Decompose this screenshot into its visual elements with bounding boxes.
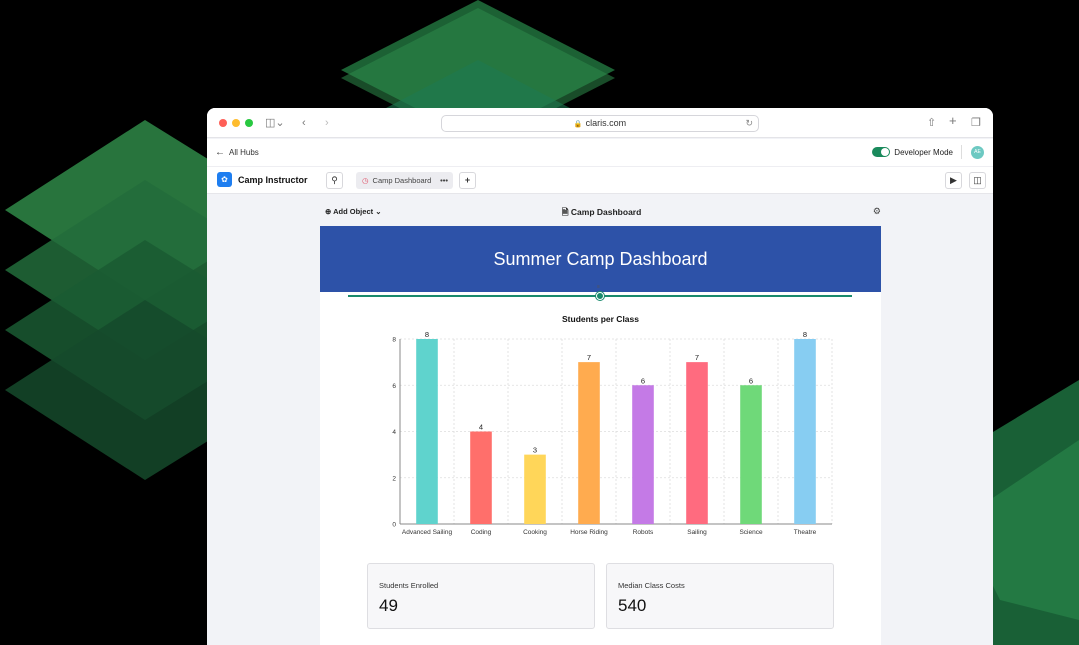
students-enrolled-card: Students Enrolled 49 <box>367 563 595 629</box>
add-tab-button[interactable]: + <box>459 172 476 189</box>
document-icon: 🗎 <box>561 207 569 217</box>
dashboard-page: Summer Camp Dashboard ≡ Students per Cla… <box>320 226 881 645</box>
gear-icon[interactable]: ⚙ <box>872 206 881 216</box>
developer-mode-label: Developer Mode <box>894 147 953 157</box>
chevron-down-icon: ⌄ <box>375 207 382 216</box>
search-button[interactable]: ⚲ <box>326 172 343 189</box>
close-window-button[interactable] <box>219 119 227 127</box>
add-object-label: Add Object <box>333 207 374 216</box>
avatar[interactable]: AE <box>971 146 984 159</box>
sidebar-panel-icon: ◫ <box>973 175 982 185</box>
bar <box>794 339 816 524</box>
data-label: 7 <box>587 353 591 362</box>
resize-handle[interactable] <box>596 292 604 300</box>
address-bar[interactable]: 🔒 claris.com ↻ <box>441 115 759 132</box>
forward-nav-icon[interactable]: › <box>325 117 329 129</box>
divider <box>961 145 962 159</box>
layout-toolbar: ⊕ Add Object ⌄ 🗎 Camp Dashboard ⚙ <box>320 206 883 221</box>
x-tick-label: Advanced Sailing <box>402 529 453 536</box>
bar <box>578 362 600 524</box>
minimize-window-button[interactable] <box>232 119 240 127</box>
hub-bar: ← All Hubs Developer Mode AE <box>207 139 993 167</box>
app-name: Camp Instructor <box>238 175 308 185</box>
new-tab-icon[interactable]: + <box>949 113 957 128</box>
x-tick-label: Horse Riding <box>570 529 608 536</box>
data-label: 6 <box>641 376 645 385</box>
bar <box>740 385 762 524</box>
browser-window: ◫⌄ ‹ › 🔒 claris.com ↻ ⇧ + ❐ ← All Hubs Dev… <box>207 108 993 645</box>
bar <box>470 431 492 524</box>
x-tick-label: Theatre <box>794 529 817 536</box>
y-tick-label: 4 <box>392 429 396 436</box>
bar <box>524 454 546 524</box>
y-tick-label: 2 <box>392 475 396 482</box>
search-icon: ⚲ <box>331 175 338 185</box>
card-label: Students Enrolled <box>379 581 439 590</box>
toggle-switch[interactable] <box>872 147 891 157</box>
tab-camp-dashboard[interactable]: ◷ Camp Dashboard ••• <box>356 172 453 189</box>
x-tick-label: Sailing <box>687 529 707 536</box>
data-label: 6 <box>749 376 753 385</box>
card-label: Median Class Costs <box>618 581 685 590</box>
bar <box>416 339 438 524</box>
card-value: 540 <box>618 596 647 615</box>
app-logo-icon: ✿ <box>217 172 232 187</box>
lock-icon: 🔒 <box>573 121 583 128</box>
developer-mode-toggle[interactable]: Developer Mode <box>872 147 953 157</box>
data-label: 7 <box>695 353 699 362</box>
handle-icon: ≡ <box>597 284 600 290</box>
x-tick-label: Coding <box>471 529 492 536</box>
url-text: claris.com <box>585 118 627 128</box>
plus-circle-icon: ⊕ <box>325 207 332 216</box>
data-label: 8 <box>803 330 807 339</box>
share-icon[interactable]: ⇧ <box>927 117 937 129</box>
tab-overview-icon[interactable]: ❐ <box>971 117 981 129</box>
bar <box>632 385 654 524</box>
x-tick-label: Cooking <box>523 529 547 536</box>
card-value: 49 <box>379 596 398 615</box>
add-object-button[interactable]: ⊕ Add Object ⌄ <box>325 207 382 216</box>
chart-title: Students per Class <box>562 314 639 324</box>
data-label: 3 <box>533 446 537 455</box>
window-controls <box>219 119 253 127</box>
preview-button[interactable]: ▶ <box>945 172 962 189</box>
back-nav-icon[interactable]: ‹ <box>302 117 306 129</box>
tab-more-button[interactable]: ••• <box>440 176 448 185</box>
sidebar-toggle-icon[interactable]: ◫⌄ <box>265 117 285 129</box>
clock-icon: ◷ <box>362 176 369 185</box>
panel-toggle-button[interactable]: ◫ <box>969 172 986 189</box>
page-title: Summer Camp Dashboard <box>320 226 881 292</box>
app-bar: ✿ Camp Instructor ⚲ ◷ Camp Dashboard ••• … <box>207 167 993 194</box>
layout-title-text: Camp Dashboard <box>570 207 642 217</box>
tab-label: Camp Dashboard <box>372 176 432 185</box>
arrow-left-icon: ← <box>215 147 225 158</box>
layout-title: 🗎 Camp Dashboard <box>320 207 883 221</box>
play-icon: ▶ <box>950 175 957 185</box>
data-label: 4 <box>479 423 483 432</box>
browser-toolbar: ◫⌄ ‹ › 🔒 claris.com ↻ ⇧ + ❐ <box>207 108 993 138</box>
x-tick-label: Science <box>739 529 763 536</box>
all-hubs-label: All Hubs <box>229 148 259 157</box>
zoom-window-button[interactable] <box>245 119 253 127</box>
bar-chart: 0 2 4 6 8 8 Advanced Sailing 4 Coding 3 Cooking 7 Ho… <box>392 330 833 536</box>
y-tick-label: 0 <box>392 522 396 529</box>
reload-icon[interactable]: ↻ <box>745 118 753 128</box>
data-label: 8 <box>425 330 429 339</box>
y-tick-label: 8 <box>392 337 396 344</box>
x-tick-label: Robots <box>633 529 654 536</box>
bar <box>686 362 708 524</box>
y-tick-label: 6 <box>392 383 396 390</box>
median-class-costs-card: Median Class Costs 540 <box>606 563 834 629</box>
all-hubs-link[interactable]: ← All Hubs <box>215 147 259 158</box>
